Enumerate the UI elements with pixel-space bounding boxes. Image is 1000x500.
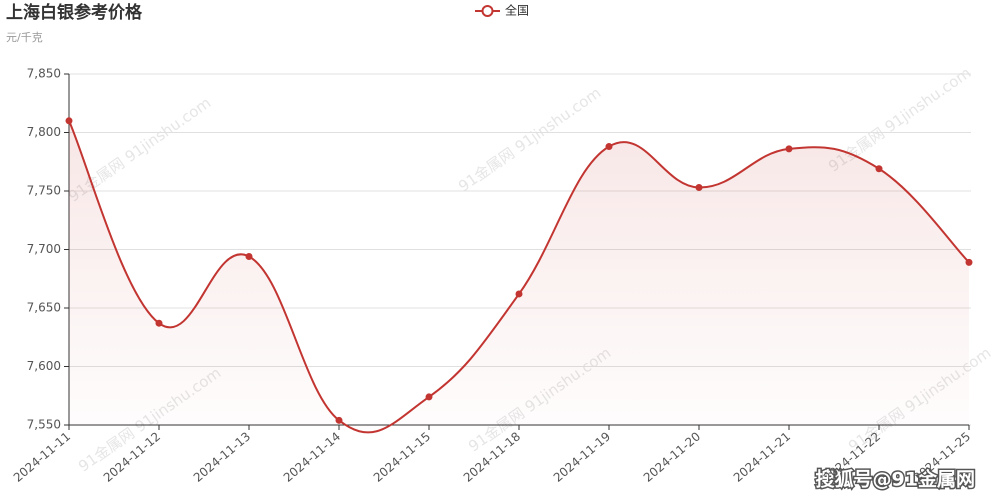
x-tick-label: 2024-11-11: [11, 429, 73, 485]
x-tick-label: 2024-11-19: [551, 429, 613, 485]
point: [875, 165, 883, 173]
point: [335, 416, 343, 424]
y-tick-label: 7,550: [27, 418, 61, 432]
chart-title: 上海白银参考价格: [6, 2, 143, 23]
point: [695, 183, 703, 191]
x-tick-label: 2024-11-14: [281, 429, 343, 485]
legend-label: 全国: [505, 3, 529, 18]
point: [245, 253, 253, 261]
credit: 搜狐号@91金属网: [816, 468, 975, 491]
point: [65, 117, 73, 125]
y-tick-label: 7,600: [27, 359, 61, 373]
y-tick-label: 7,650: [27, 301, 61, 315]
point: [785, 145, 793, 153]
x-tick-label: 2024-11-21: [731, 429, 793, 485]
y-tick-label: 7,700: [27, 242, 61, 256]
point: [605, 143, 613, 151]
chart-subtitle: 元/千克: [6, 31, 43, 44]
point: [425, 393, 433, 401]
point: [155, 319, 163, 327]
y-tick-label: 7,850: [27, 67, 61, 81]
point: [965, 258, 973, 266]
y-tick-label: 7,800: [27, 125, 61, 139]
area: [69, 120, 969, 433]
x-tick-label: 2024-11-13: [191, 429, 253, 485]
x-tick-label: 2024-11-15: [371, 429, 433, 485]
legend-marker: [481, 5, 494, 17]
y-tick-label: 7,750: [27, 184, 61, 198]
x-tick-label: 2024-11-20: [641, 429, 703, 485]
point: [515, 290, 523, 298]
